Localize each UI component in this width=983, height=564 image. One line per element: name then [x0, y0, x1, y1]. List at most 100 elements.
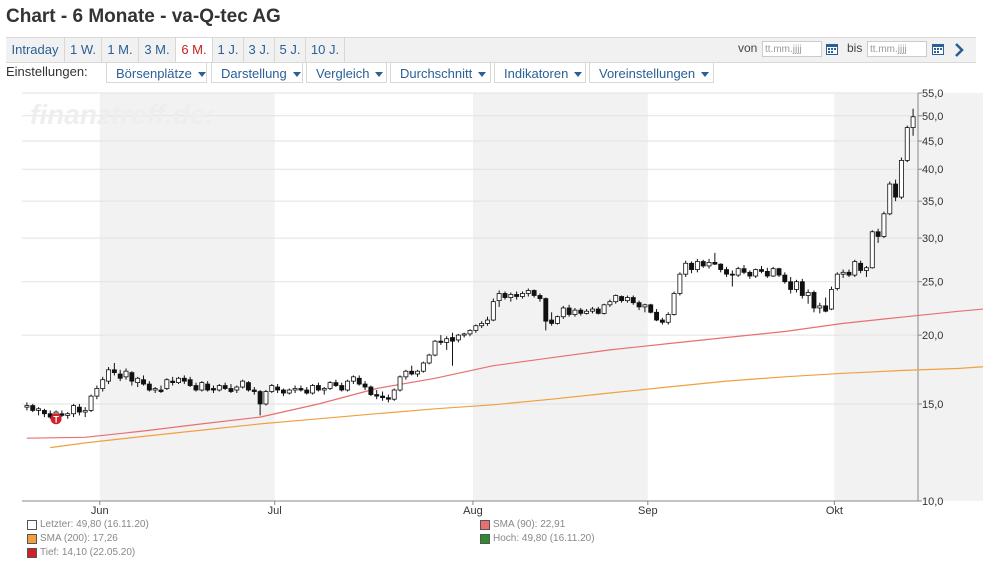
- from-date-input[interactable]: tt.mm.jjjj: [762, 41, 822, 57]
- candle-body: [228, 388, 234, 392]
- candle-body: [514, 294, 520, 297]
- watermark: finanztreff.de:: [30, 99, 215, 130]
- period-1y[interactable]: 1 J.: [213, 38, 244, 62]
- candle-body: [595, 308, 601, 314]
- period-6m[interactable]: 6 M.: [176, 38, 213, 62]
- period-3m[interactable]: 3 M.: [139, 38, 176, 62]
- candle-body: [292, 388, 298, 391]
- candle-body: [438, 340, 444, 343]
- candle-body: [566, 307, 572, 315]
- candle-body: [100, 379, 106, 389]
- candle-body: [712, 261, 718, 265]
- candle-body: [473, 325, 479, 331]
- menu-boersenplaetze[interactable]: Börsenplätze: [106, 62, 207, 83]
- candle-body: [47, 413, 53, 418]
- legend-high: Hoch: 49,80 (16.11.20): [493, 533, 595, 544]
- candle-body: [881, 213, 887, 237]
- candle-body: [613, 295, 619, 303]
- menu-durchschnitt[interactable]: Durchschnitt: [390, 62, 491, 83]
- low-marker-circle: [50, 413, 62, 425]
- candle-body: [275, 386, 281, 391]
- period-1m[interactable]: 1 M.: [102, 38, 139, 62]
- menu-label: Voreinstellungen: [599, 66, 696, 81]
- candle-body: [537, 295, 543, 299]
- x-tick-labels: JunJulAugSepOktNov: [91, 501, 843, 517]
- candle-body: [455, 334, 461, 341]
- candle-body: [875, 231, 881, 237]
- period-10y[interactable]: 10 J.: [306, 38, 345, 62]
- candle-body: [234, 386, 240, 391]
- legend-last: Letzter: 49,80 (16.11.20): [40, 519, 149, 530]
- candle-body: [823, 305, 829, 312]
- menu-voreinstellungen[interactable]: Voreinstellungen: [589, 62, 714, 83]
- period-5y[interactable]: 5 J.: [275, 38, 306, 62]
- candle-body: [36, 408, 42, 411]
- y-tick-labels: 10,0 15,0 20,0 25,0 30,0 35,0 40,0 45,0 50,0 55,0: [918, 88, 943, 508]
- candle-body: [350, 376, 356, 382]
- candle-body: [467, 329, 473, 335]
- candle-body: [788, 281, 794, 290]
- period-intraday[interactable]: Intraday: [6, 38, 65, 62]
- candle-body: [502, 293, 508, 298]
- candle-body: [531, 290, 537, 296]
- candle-body: [829, 289, 834, 310]
- to-label: bis: [847, 41, 863, 55]
- candle-body: [479, 323, 485, 327]
- candle-body: [689, 262, 694, 270]
- candle-body: [391, 389, 397, 400]
- menu-label: Indikatoren: [504, 66, 569, 81]
- calendar-icon[interactable]: [825, 42, 839, 56]
- candle-body: [840, 271, 846, 275]
- candle-body: [310, 385, 316, 394]
- y-tick-label: 45,0: [922, 136, 943, 148]
- y-tick-label: 25,0: [922, 277, 943, 289]
- candle-body: [794, 281, 799, 290]
- candle-body: [799, 281, 805, 296]
- candle-body: [858, 262, 864, 271]
- candle-body: [817, 305, 823, 309]
- y-tick-label: 10,0: [922, 496, 943, 508]
- low-marker-label: T: [53, 414, 59, 424]
- candle-body: [298, 388, 304, 391]
- caret-down-icon: [292, 72, 301, 78]
- menu-darstellung[interactable]: Darstellung: [211, 62, 303, 83]
- candle-body: [805, 292, 811, 296]
- menu-indikatoren[interactable]: Indikatoren: [494, 62, 586, 83]
- candle-body: [374, 394, 380, 397]
- chevron-right-icon[interactable]: [953, 42, 965, 58]
- candle-body: [485, 319, 490, 324]
- caret-down-icon: [375, 72, 384, 78]
- extreme-markers: TH: [50, 413, 62, 425]
- candle-body: [117, 373, 123, 379]
- menu-vergleich[interactable]: Vergleich: [306, 62, 387, 83]
- candle-body: [88, 395, 94, 411]
- candle-body: [624, 297, 630, 302]
- candle-body: [543, 298, 549, 322]
- candle-body: [619, 296, 625, 302]
- candle-body: [24, 405, 30, 408]
- legend-swatch-sma90: [480, 520, 490, 530]
- candle-body: [415, 370, 420, 375]
- candle-body: [683, 262, 689, 275]
- candle-body: [30, 405, 36, 411]
- candle-body: [735, 268, 741, 276]
- candle-body: [181, 377, 187, 382]
- candle-body: [385, 397, 391, 400]
- y-tick-label: 50,0: [922, 111, 943, 123]
- from-label: von: [738, 41, 758, 55]
- candle-body: [910, 116, 916, 128]
- y-tick-label: 30,0: [922, 233, 943, 245]
- y-tick-label: 55,0: [922, 88, 943, 100]
- period-1w[interactable]: 1 W.: [65, 38, 102, 62]
- candle-body: [315, 385, 321, 391]
- candle-body: [665, 314, 671, 323]
- candle-body: [584, 310, 590, 314]
- to-date-input[interactable]: tt.mm.jjjj: [867, 41, 927, 57]
- legend-swatch-sma200: [27, 534, 37, 544]
- candle-body: [776, 268, 782, 276]
- candle-body: [164, 379, 170, 389]
- calendar-icon[interactable]: [931, 42, 945, 56]
- period-3y[interactable]: 3 J.: [244, 38, 275, 62]
- candle-body: [135, 377, 141, 384]
- candle-body: [636, 302, 642, 308]
